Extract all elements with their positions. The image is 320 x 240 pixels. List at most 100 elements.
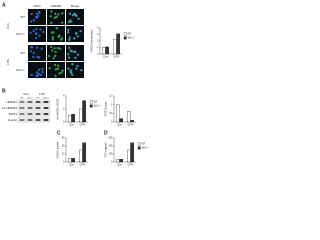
bar: [116, 33, 120, 55]
treatment-label: LPS: [39, 92, 45, 96]
micrograph: [47, 26, 65, 42]
bar: [82, 142, 86, 163]
cell: [76, 53, 80, 56]
cell: [37, 14, 40, 18]
cell: [61, 12, 64, 15]
cell: [67, 28, 70, 32]
bar: [116, 104, 120, 123]
bar: [79, 149, 83, 163]
y-tick-label: 0: [97, 53, 99, 56]
cell: [73, 12, 76, 16]
cell: [71, 63, 74, 66]
cell: [47, 54, 51, 58]
cell: [53, 16, 57, 19]
cell: [60, 71, 63, 74]
legend-swatch: [123, 32, 127, 36]
row-label: WT: [20, 51, 25, 55]
y-tick-label: 100: [109, 153, 114, 156]
cell: [29, 50, 33, 53]
cell: [80, 68, 83, 72]
figure: A B C D DAPI HMGB1 MergeWTSirt1-/-WTSirt1-…: [2, 2, 149, 166]
cell: [49, 15, 52, 18]
cell: [68, 38, 71, 42]
band: [35, 107, 41, 109]
cell: [57, 35, 60, 39]
y-tick-label: 1: [111, 103, 113, 106]
y-tick-label: 3: [97, 33, 99, 36]
cell: [58, 72, 61, 75]
legend-label: Sirt1-/-: [142, 147, 149, 150]
cell: [29, 20, 33, 23]
y-axis-label: HMGB1 translocation: [91, 29, 94, 52]
bar: [82, 100, 86, 123]
bar: [127, 149, 131, 163]
group-label: LPS: [6, 59, 10, 65]
cell: [69, 49, 72, 52]
cell: [61, 69, 64, 72]
cell: [55, 27, 58, 30]
cell: [54, 74, 57, 78]
cell: [56, 46, 59, 50]
y-axis-label: TNF-α (pg/ml): [105, 142, 108, 157]
x-tick-label: LPS: [114, 54, 120, 58]
blot-strip: [17, 105, 51, 111]
bar: [130, 142, 134, 163]
cell: [51, 38, 54, 41]
cell: [32, 51, 36, 55]
cell: [76, 35, 80, 38]
band: [19, 107, 25, 109]
legend-label: WT: [128, 33, 132, 36]
bar: [113, 39, 117, 55]
band: [27, 107, 33, 109]
cell: [54, 12, 57, 15]
y-tick-label: 200: [109, 145, 114, 148]
panel-label: A: [2, 2, 6, 8]
legend-label: Sirt1-/-: [94, 105, 101, 108]
y-tick-label: 0.5: [109, 112, 113, 115]
panel-label: C: [57, 130, 61, 136]
x-tick-label: Con: [69, 122, 75, 126]
cell: [50, 21, 53, 25]
lane-label: Sirt1-/-: [43, 97, 49, 100]
row-label: Sirt1-/-: [16, 68, 25, 72]
cell: [48, 67, 51, 70]
y-tick-label: 2: [97, 40, 99, 43]
cell: [41, 70, 44, 74]
y-tick-label: 20: [62, 153, 65, 156]
y-tick-label: 300: [109, 137, 114, 140]
bar: [119, 159, 123, 163]
cell: [50, 10, 53, 13]
cell: [68, 36, 71, 39]
legend-swatch: [123, 36, 127, 40]
cell: [36, 55, 39, 59]
cell: [66, 31, 70, 34]
y-tick-label: 40: [62, 145, 65, 148]
column-label: DAPI: [33, 4, 40, 8]
x-tick-label: Con: [117, 122, 123, 126]
cell: [50, 31, 54, 34]
cell: [32, 55, 35, 59]
bar: [116, 159, 120, 163]
bar: [130, 120, 134, 123]
cell: [30, 73, 33, 76]
cell: [75, 67, 78, 70]
blot-strip: [17, 99, 51, 105]
band-label: HMGB1: [6, 100, 17, 104]
band: [27, 101, 33, 103]
legend-label: WT: [142, 143, 146, 146]
column-label: Merge: [71, 4, 80, 8]
cell: [58, 47, 62, 50]
row-label: WT: [20, 15, 25, 19]
x-tick-label: LPS: [128, 162, 134, 166]
band: [35, 101, 41, 103]
bar: [68, 158, 72, 163]
y-tick-label: 0: [63, 121, 65, 124]
band: [43, 101, 49, 103]
row-label: Sirt1-/-: [16, 32, 25, 36]
lane-label: Sirt1-/-: [27, 97, 33, 100]
cell: [42, 30, 45, 34]
legend-swatch: [89, 104, 93, 108]
cell: [67, 20, 71, 24]
band: [27, 119, 33, 121]
cell: [70, 20, 73, 23]
